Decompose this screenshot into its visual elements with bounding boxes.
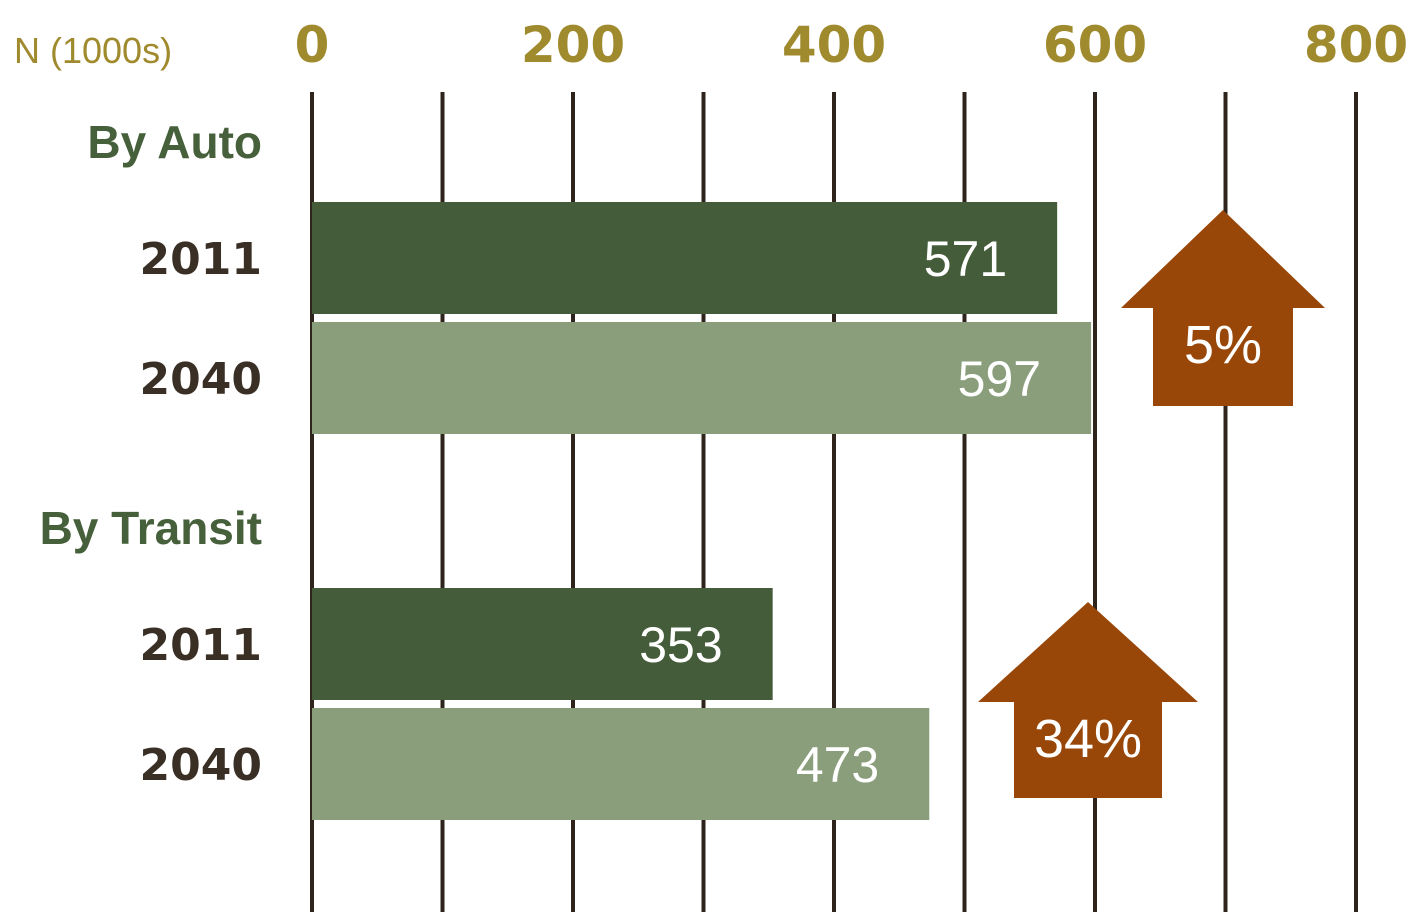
bar-value-label: 353: [639, 617, 722, 673]
change-label: 5%: [1184, 315, 1262, 375]
bar: [312, 202, 1058, 314]
year-label: 2011: [140, 234, 262, 285]
x-tick-label: 400: [782, 16, 886, 74]
bar: [312, 708, 930, 820]
bar-value-label: 597: [958, 351, 1041, 407]
bar: [312, 322, 1092, 434]
tick-labels: 0 200 400 600 800: [295, 16, 1409, 74]
group-label: By Transit: [40, 502, 262, 554]
x-tick-label: 200: [521, 16, 625, 74]
x-tick-label: 600: [1043, 16, 1147, 74]
axis-title: N (1000s): [14, 30, 172, 71]
bar-value-label: 473: [796, 737, 879, 793]
category-labels: By Auto 2011 2040 By Transit 2011 2040: [40, 116, 262, 791]
bars: 571 597 353 473: [312, 202, 1092, 820]
year-label: 2040: [140, 740, 262, 791]
bar-value-label: 571: [924, 231, 1007, 287]
change-arrows: 5% 34%: [978, 210, 1325, 798]
year-label: 2011: [140, 620, 262, 671]
change-label: 34%: [1034, 709, 1142, 769]
up-arrow-icon: [978, 602, 1198, 798]
x-tick-label: 800: [1304, 16, 1408, 74]
bar: [312, 588, 773, 700]
x-tick-label: 0: [295, 16, 330, 74]
group-label: By Auto: [87, 116, 262, 168]
year-label: 2040: [140, 354, 262, 405]
up-arrow-icon: [1121, 210, 1325, 406]
